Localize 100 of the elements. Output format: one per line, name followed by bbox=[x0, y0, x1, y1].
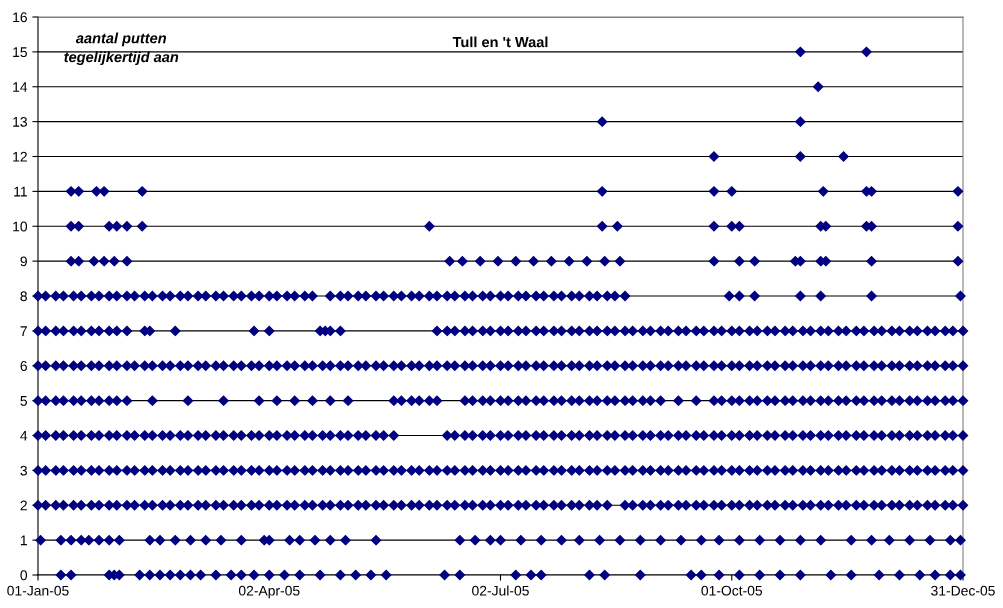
point bbox=[795, 46, 806, 58]
point bbox=[380, 569, 392, 581]
point bbox=[754, 534, 765, 546]
point bbox=[457, 255, 468, 267]
point bbox=[563, 255, 575, 267]
point bbox=[248, 569, 260, 581]
point bbox=[734, 534, 745, 546]
point bbox=[734, 221, 745, 232]
x-tick-label: 01-Jan-05 bbox=[7, 585, 69, 596]
point bbox=[945, 534, 956, 546]
point bbox=[904, 534, 915, 546]
point bbox=[594, 534, 605, 546]
point bbox=[210, 569, 222, 581]
point bbox=[144, 534, 156, 546]
point bbox=[185, 569, 196, 581]
point bbox=[713, 569, 725, 581]
point bbox=[612, 221, 623, 232]
point bbox=[485, 534, 496, 546]
point bbox=[350, 569, 361, 581]
point bbox=[861, 46, 872, 58]
y-tick-label: 3 bbox=[20, 465, 27, 476]
point bbox=[708, 186, 720, 197]
y-tick-label: 8 bbox=[20, 291, 27, 302]
point bbox=[121, 255, 133, 267]
point bbox=[55, 534, 67, 546]
point bbox=[284, 534, 295, 546]
point bbox=[294, 569, 305, 581]
point bbox=[581, 255, 593, 267]
point bbox=[713, 534, 725, 546]
point bbox=[185, 534, 196, 546]
point bbox=[73, 255, 84, 267]
point bbox=[596, 116, 608, 127]
point bbox=[825, 569, 837, 581]
x-tick-label: 01-Oct-05 bbox=[701, 585, 763, 596]
point bbox=[340, 534, 351, 546]
point bbox=[444, 255, 455, 267]
point bbox=[91, 186, 102, 197]
point bbox=[309, 534, 321, 546]
point bbox=[294, 534, 305, 546]
point bbox=[236, 569, 247, 581]
point bbox=[708, 255, 720, 267]
point bbox=[774, 534, 786, 546]
point bbox=[279, 569, 290, 581]
point bbox=[614, 255, 626, 267]
x-tick-label: 02-Jul-05 bbox=[472, 585, 529, 596]
point bbox=[795, 116, 806, 127]
point bbox=[924, 534, 936, 546]
point bbox=[574, 534, 585, 546]
point bbox=[439, 569, 450, 581]
point bbox=[225, 569, 237, 581]
point bbox=[952, 186, 964, 197]
point bbox=[696, 534, 707, 546]
point bbox=[952, 255, 964, 267]
point bbox=[726, 221, 737, 232]
point bbox=[955, 534, 966, 546]
point bbox=[454, 569, 466, 581]
y-tick-label: 2 bbox=[20, 500, 27, 511]
point bbox=[136, 221, 148, 232]
point bbox=[73, 221, 84, 232]
point bbox=[749, 255, 760, 267]
y-tick-label: 7 bbox=[20, 326, 27, 336]
x-tick-label: 31-Dec-05 bbox=[931, 585, 995, 596]
point bbox=[795, 534, 806, 546]
y-axis-title: aantal putten tegelijkertijd aan bbox=[64, 32, 179, 66]
point bbox=[945, 569, 956, 581]
point bbox=[528, 255, 539, 267]
point bbox=[515, 534, 527, 546]
point bbox=[655, 534, 666, 546]
point bbox=[65, 569, 77, 581]
point bbox=[866, 534, 877, 546]
point bbox=[914, 569, 926, 581]
point bbox=[952, 221, 964, 232]
y-tick-label: 14 bbox=[13, 82, 28, 92]
point bbox=[929, 569, 941, 581]
y-tick-label: 5 bbox=[20, 396, 27, 406]
y-tick-label: 9 bbox=[20, 256, 27, 267]
point bbox=[734, 255, 745, 267]
point bbox=[734, 569, 745, 581]
point bbox=[696, 569, 707, 581]
point bbox=[144, 569, 156, 581]
point bbox=[596, 186, 608, 197]
point bbox=[195, 569, 206, 581]
point bbox=[525, 569, 537, 581]
point bbox=[236, 534, 247, 546]
point bbox=[675, 534, 687, 546]
point bbox=[685, 569, 697, 581]
point bbox=[535, 569, 547, 581]
point bbox=[596, 221, 608, 232]
point bbox=[264, 569, 275, 581]
point bbox=[818, 186, 829, 197]
point bbox=[93, 534, 105, 546]
point bbox=[812, 81, 824, 92]
point bbox=[35, 534, 46, 546]
point bbox=[109, 255, 120, 267]
point bbox=[88, 255, 100, 267]
point bbox=[454, 534, 466, 546]
point bbox=[314, 569, 326, 581]
point bbox=[492, 255, 504, 267]
point bbox=[726, 186, 737, 197]
point bbox=[845, 569, 857, 581]
